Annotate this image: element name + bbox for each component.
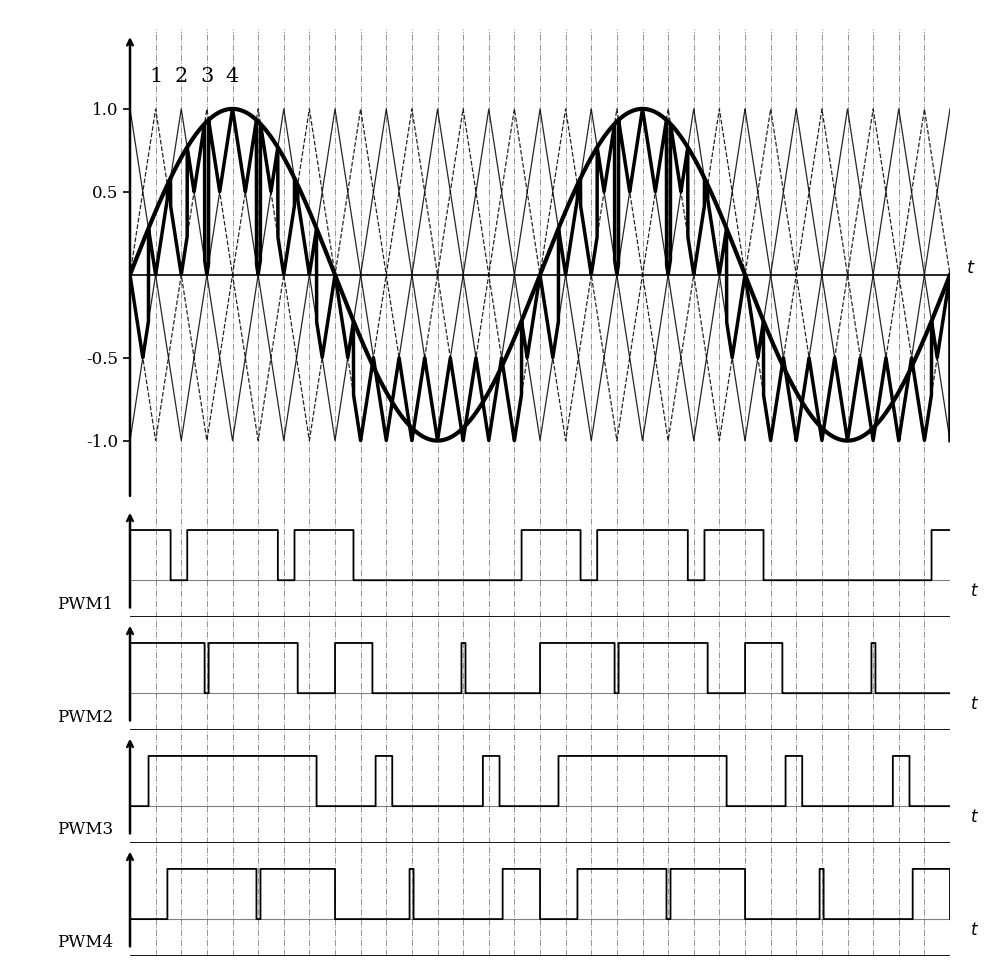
Text: PWM4: PWM4 xyxy=(57,934,114,952)
Text: PWM2: PWM2 xyxy=(57,709,114,725)
Text: PWM3: PWM3 xyxy=(57,822,114,838)
Text: $t$: $t$ xyxy=(970,809,980,826)
Text: $t$: $t$ xyxy=(970,583,980,601)
Text: $t$: $t$ xyxy=(970,922,980,939)
Text: 3: 3 xyxy=(200,66,214,86)
Text: 2: 2 xyxy=(175,66,188,86)
Text: 4: 4 xyxy=(226,66,239,86)
Text: $t$: $t$ xyxy=(970,696,980,714)
Text: $t$: $t$ xyxy=(966,259,976,277)
Text: PWM1: PWM1 xyxy=(57,596,114,612)
Text: 1: 1 xyxy=(149,66,162,86)
